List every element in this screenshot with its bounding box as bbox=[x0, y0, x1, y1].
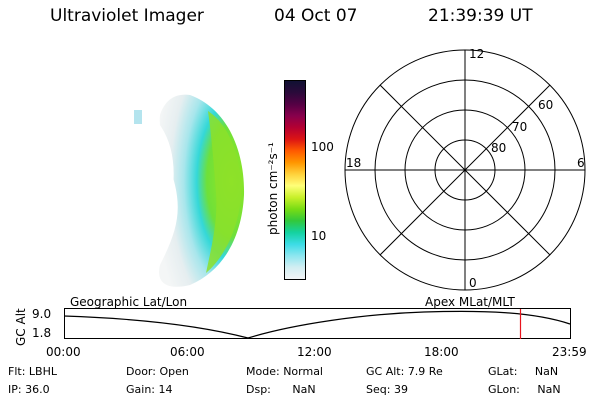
timeline-x-tick-1: 06:00 bbox=[170, 345, 205, 359]
door-field: Door: Open bbox=[126, 365, 189, 378]
lat-label-80: 80 bbox=[491, 141, 507, 155]
time-label: 21:39:39 UT bbox=[428, 6, 533, 26]
mlt-label-6: 6 bbox=[577, 156, 585, 170]
timeline-x-tick-2: 12:00 bbox=[297, 345, 332, 359]
colorbar bbox=[284, 80, 306, 280]
seq-field: Seq: 39 bbox=[366, 383, 408, 396]
uv-earth-image bbox=[120, 85, 245, 290]
timeline-y-tick-min: 1.8 bbox=[32, 326, 52, 340]
gain-field: Gain: 14 bbox=[126, 383, 173, 396]
stray-pixels bbox=[134, 110, 142, 124]
mlt-label-12: 12 bbox=[469, 47, 485, 61]
mode-field: Mode: Normal bbox=[246, 365, 323, 378]
timeline-right-label: Apex MLat/MLT bbox=[425, 295, 515, 309]
timeline-y-tick-max: 9.0 bbox=[32, 307, 52, 321]
gcalt-field: GC Alt: 7.9 Re bbox=[366, 365, 443, 378]
glat-field: GLat: NaN bbox=[488, 365, 559, 378]
mlt-label-18: 18 bbox=[346, 156, 362, 170]
timeline-panel bbox=[64, 308, 571, 339]
colorbar-tick-10: 10 bbox=[311, 229, 327, 243]
timeline-x-tick-4: 23:59 bbox=[552, 345, 587, 359]
timeline-x-tick-3: 18:00 bbox=[424, 345, 459, 359]
polar-plot bbox=[344, 49, 586, 291]
lat-label-60: 60 bbox=[538, 98, 554, 112]
dsp-field: Dsp: NaN bbox=[246, 383, 316, 396]
colorbar-tick-100: 100 bbox=[311, 140, 334, 154]
timeline-x-tick-0: 00:00 bbox=[46, 345, 81, 359]
dayside-glow bbox=[206, 111, 242, 273]
mlt-label-0: 0 bbox=[469, 276, 477, 290]
flt-field: Flt: LBHL bbox=[8, 365, 57, 378]
page-title: Ultraviolet Imager bbox=[50, 6, 204, 26]
lat-label-70: 70 bbox=[512, 120, 528, 134]
polar-diagonal-2 bbox=[379, 84, 551, 256]
shadow-terminator bbox=[120, 85, 174, 290]
timeline-y-label: GC Alt bbox=[14, 308, 28, 346]
colorbar-label: photon cm⁻²s⁻¹ bbox=[266, 142, 280, 235]
glon-field: GLon: NaN bbox=[488, 383, 561, 396]
date-label: 04 Oct 07 bbox=[274, 6, 358, 26]
altitude-curve bbox=[64, 310, 571, 339]
timeline-left-label: Geographic Lat/Lon bbox=[70, 295, 188, 309]
timeline-frame bbox=[64, 308, 571, 339]
ip-field: IP: 36.0 bbox=[8, 383, 50, 396]
